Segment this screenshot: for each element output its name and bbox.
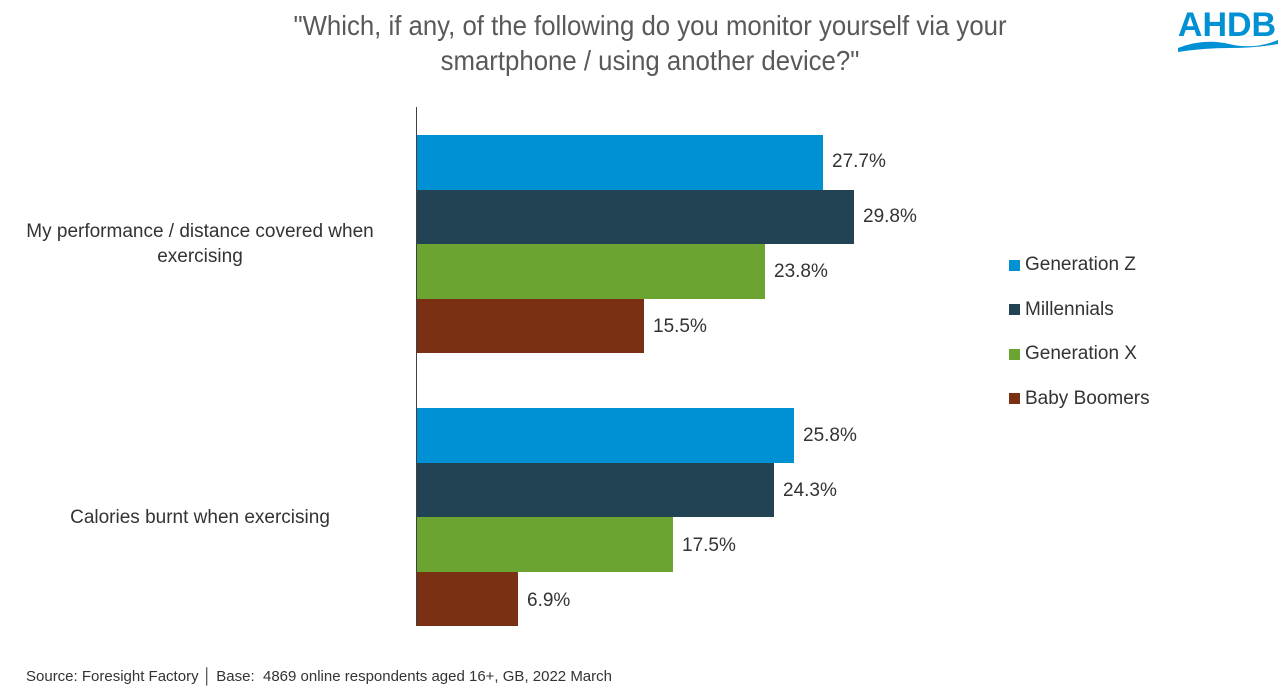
value-label: 17.5% <box>682 535 736 556</box>
value-label: 27.7% <box>832 151 886 172</box>
legend-item-baby-boomers: Baby Boomers <box>1009 377 1150 422</box>
bar-boomers-calories <box>417 571 518 626</box>
base-text: Base: 4869 online respondents aged 16+, … <box>216 668 612 685</box>
legend-swatch-icon <box>1009 304 1020 316</box>
legend-swatch-icon <box>1009 393 1020 405</box>
category-label-1-line-1: My performance / distance covered when <box>26 221 374 242</box>
chart-title-line-2: smartphone / using another device?" <box>440 45 860 76</box>
source-text: Source: Foresight Factory <box>26 668 199 685</box>
bar-genx-calories <box>417 517 673 572</box>
bar-genz-performance <box>417 135 823 190</box>
category-label-2-line-1: Calories burnt when exercising <box>70 507 330 528</box>
value-label: 25.8% <box>803 425 857 446</box>
bar-millennials-calories <box>417 462 774 517</box>
legend-item-generation-z: Generation Z <box>1009 243 1150 288</box>
bar-millennials-performance <box>417 189 854 244</box>
legend-item-generation-x: Generation X <box>1009 332 1150 377</box>
chart-title: "Which, if any, of the following do you … <box>190 8 1110 78</box>
logo-text: AHDB <box>1178 6 1276 44</box>
category-axis <box>416 107 417 626</box>
value-label: 24.3% <box>783 480 837 501</box>
legend-swatch-icon <box>1009 259 1020 271</box>
bar-genz-calories <box>417 408 794 463</box>
legend-label: Baby Boomers <box>1025 387 1150 409</box>
value-label: 29.8% <box>863 206 917 227</box>
bar-boomers-performance <box>417 298 644 353</box>
legend-swatch-icon <box>1009 348 1020 360</box>
legend-label: Generation X <box>1025 343 1137 365</box>
category-label-1: My performance / distance covered when e… <box>0 219 400 269</box>
category-label-1-line-2: exercising <box>157 246 243 267</box>
value-label: 15.5% <box>653 316 707 337</box>
value-label: 23.8% <box>774 261 828 282</box>
chart-title-line-1: "Which, if any, of the following do you … <box>293 10 1007 41</box>
value-label: 6.9% <box>527 590 571 611</box>
source-footnote: Source: Foresight Factory │ Base: 4869 o… <box>26 668 612 685</box>
legend-label: Millennials <box>1025 298 1114 320</box>
bar-genx-performance <box>417 244 765 299</box>
legend: Generation Z Millennials Generation X Ba… <box>1009 243 1150 421</box>
separator: │ <box>202 668 213 685</box>
legend-label: Generation Z <box>1025 254 1136 276</box>
ahdb-logo: AHDB <box>1178 6 1278 52</box>
category-label-2: Calories burnt when exercising <box>0 505 400 530</box>
logo-wave-icon <box>1178 40 1278 52</box>
legend-item-millennials: Millennials <box>1009 288 1150 333</box>
